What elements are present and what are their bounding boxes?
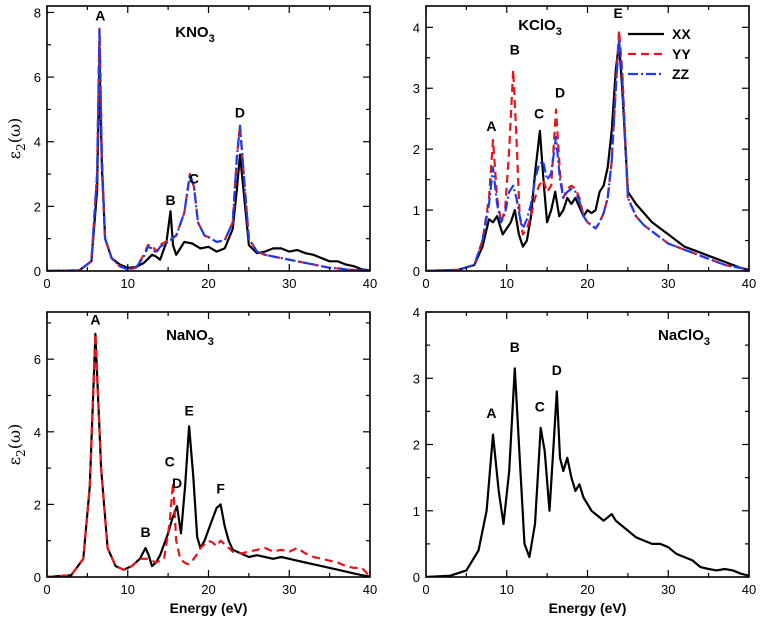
y-tick-label: 1 [413,203,420,218]
y-tick-label: 0 [413,570,420,585]
legend-label-yy: YY [672,46,691,62]
peak-label-b: B [510,42,520,58]
peak-label-c: C [534,106,544,122]
peak-label-c: C [535,398,545,414]
x-tick-label: 0 [43,276,50,291]
nano3-series-yy [47,332,370,577]
legend: XX YY ZZ [628,26,691,82]
panel-title: KClO3 [518,17,562,38]
x-tick-label: 30 [661,276,675,291]
plot-frame [425,311,750,578]
y-axis-label: ε2(ω) [5,424,28,465]
peak-label-d: D [555,84,565,100]
kclo3-series-zz [426,38,749,271]
x-axis-label: Energy (eV) [549,600,627,616]
panel-title: KNO3 [175,24,214,45]
panel-naclo3: 0 10 20 30 40 0 1 2 3 4 Energy (eV) NaClO3 A B C D [413,305,756,616]
x-tick-label: 40 [363,276,377,291]
y-tick-label: 4 [34,135,41,150]
panel-title: NaNO3 [166,327,214,348]
kno3-series-yy [47,27,370,271]
y-tick-label: 0 [34,570,41,585]
series-group [47,332,370,577]
x-tick-label: 20 [201,582,215,597]
y-axis-label: ε2(ω) [5,118,28,159]
legend-label-zz: ZZ [672,66,690,82]
x-axis-label: Energy (eV) [170,600,248,616]
x-tick-label: 10 [121,582,135,597]
series-group [426,29,749,271]
peak-label-d: D [172,475,182,491]
peak-label-a: A [95,8,105,24]
x-tick-label: 30 [661,582,675,597]
peak-label-e: E [614,5,623,21]
peak-label-d: D [552,362,562,378]
x-tick-label: 0 [43,582,50,597]
x-tick-label: 20 [201,276,215,291]
y-tick-label: 0 [413,264,420,279]
series-group [426,367,749,577]
peak-label-e: E [184,402,193,418]
y-tick-label: 4 [413,20,420,35]
y-tick-label: 4 [413,305,420,320]
y-tick-label: 2 [34,199,41,214]
x-tick-label: 10 [121,276,135,291]
peak-label-b: B [165,192,175,208]
y-tick-label: 3 [413,371,420,386]
y-tick-label: 1 [413,504,420,519]
x-tick-label: 40 [363,582,377,597]
y-tick-label: 2 [413,438,420,453]
kno3-series-zz [47,27,370,271]
naclo3-series-xx [426,367,749,577]
x-tick-label: 40 [742,582,756,597]
panel-kclo3: 0 10 20 30 40 0 1 2 3 4 KClO3 A B CD E XX YY ZZ [413,5,756,291]
kclo3-series-yy [426,29,749,271]
kclo3-series-xx [426,41,749,271]
y-tick-label: 4 [34,425,41,440]
peak-label-b: B [510,339,520,355]
peak-label-c: C [165,453,175,469]
x-tick-label: 40 [742,276,756,291]
y-tick-label: 0 [34,264,41,279]
y-tick-label: 3 [413,81,420,96]
y-tick-label: 6 [34,352,41,367]
x-tick-label: 30 [282,276,296,291]
peak-label-a: A [486,405,496,421]
plot-frame [425,5,750,272]
plot-frame [46,5,371,272]
series-group [47,27,370,271]
peak-label-b: B [140,524,150,540]
peak-label-c: C [189,171,199,187]
legend-label-xx: XX [672,26,691,42]
y-tick-label: 8 [34,5,41,20]
peak-label-f: F [216,481,225,497]
panel-nano3: 0 10 20 30 40 0 2 4 6 Energy (eV) ε2(ω) NaNO3 A B CD E F [5,311,377,616]
panel-kno3: 0 10 20 30 40 0 2 4 6 8 ε2(ω) KNO3 A BC D [5,5,377,291]
panel-title: NaClO3 [658,327,710,348]
x-tick-label: 10 [500,276,514,291]
x-tick-label: 30 [282,582,296,597]
peak-label-d: D [235,104,245,120]
x-tick-label: 20 [580,276,594,291]
y-tick-label: 2 [413,142,420,157]
peak-label-a: A [90,312,100,328]
nano3-series-xx [47,332,370,577]
peak-label-a: A [486,118,496,134]
y-tick-label: 2 [34,497,41,512]
y-tick-label: 6 [34,70,41,85]
x-tick-label: 10 [500,582,514,597]
kno3-series-xx [47,59,370,271]
x-tick-label: 20 [580,582,594,597]
x-tick-label: 0 [422,276,429,291]
x-tick-label: 0 [422,582,429,597]
